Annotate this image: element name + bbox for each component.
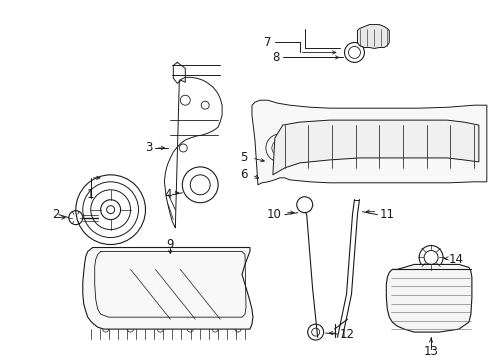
Polygon shape — [251, 100, 486, 185]
Text: 13: 13 — [423, 345, 438, 357]
Text: 9: 9 — [166, 238, 174, 251]
Text: 14: 14 — [448, 253, 463, 266]
Text: 5: 5 — [240, 152, 247, 165]
Text: 2: 2 — [52, 208, 60, 221]
Polygon shape — [357, 24, 388, 49]
Polygon shape — [82, 248, 252, 329]
Polygon shape — [272, 120, 478, 175]
Text: 4: 4 — [164, 188, 172, 201]
Text: 3: 3 — [144, 141, 152, 154]
Text: 1: 1 — [87, 188, 94, 201]
Text: 10: 10 — [266, 208, 281, 221]
Text: 6: 6 — [240, 168, 247, 181]
Text: 8: 8 — [272, 51, 279, 64]
Polygon shape — [386, 265, 471, 332]
Text: 7: 7 — [264, 36, 271, 49]
Text: 11: 11 — [379, 208, 393, 221]
Text: 12: 12 — [339, 328, 354, 341]
